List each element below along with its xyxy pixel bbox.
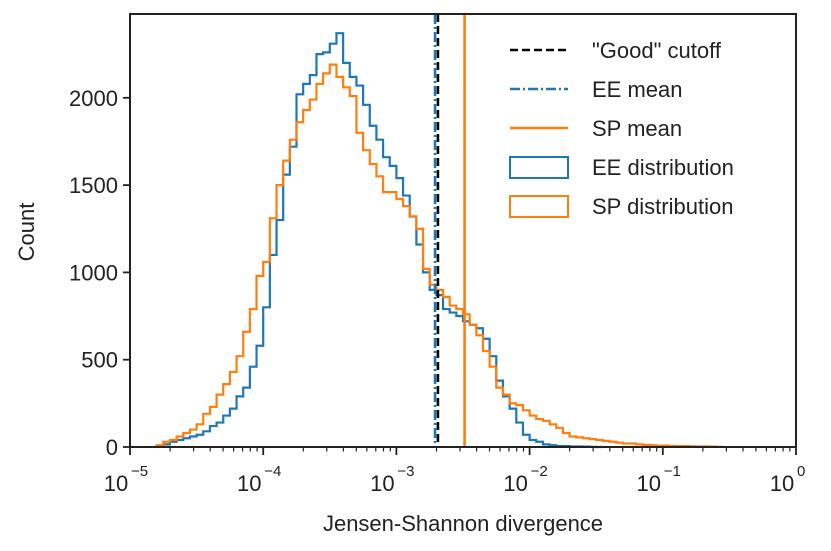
legend-sp-distribution-swatch <box>509 195 569 218</box>
x-tick-label: 10 <box>637 471 661 496</box>
x-tick-exponent: −4 <box>264 463 281 480</box>
legend: "Good" cutoff EE mean SP mean EE distributi… <box>509 38 734 219</box>
x-tick-label: 10 <box>503 471 527 496</box>
x-tick-label: 10 <box>370 471 394 496</box>
x-tick-exponent: −3 <box>397 463 414 480</box>
y-tick-label: 1500 <box>69 173 118 198</box>
legend-sp-distribution-label: SP distribution <box>592 194 733 219</box>
x-tick-exponent: −2 <box>531 463 548 480</box>
legend-good-cutoff-label: "Good" cutoff <box>592 38 722 63</box>
y-tick-label: 1000 <box>69 260 118 285</box>
x-tick-exponent: −5 <box>131 463 148 480</box>
legend-ee-distribution-label: EE distribution <box>592 155 734 180</box>
x-tick-label: 10 <box>237 471 261 496</box>
x-axis-title: Jensen-Shannon divergence <box>323 511 603 536</box>
axes-frame <box>129 13 797 448</box>
x-tick-exponent: 0 <box>797 463 805 480</box>
y-tick-label: 0 <box>106 435 118 460</box>
x-tick-label: 10 <box>104 471 128 496</box>
legend-ee-distribution-swatch <box>509 156 569 179</box>
legend-ee-mean-label: EE mean <box>592 77 683 102</box>
x-tick-label: 10 <box>770 471 794 496</box>
legend-sp-mean-label: SP mean <box>592 116 682 141</box>
x-tick-exponent: −1 <box>664 463 681 480</box>
plot-area <box>155 14 724 449</box>
y-tick-label: 2000 <box>69 86 118 111</box>
y-axis-title: Count <box>14 203 39 262</box>
ee-distribution-histogram <box>155 32 603 449</box>
y-tick-label: 500 <box>81 348 118 373</box>
sp-distribution-histogram <box>155 63 724 448</box>
